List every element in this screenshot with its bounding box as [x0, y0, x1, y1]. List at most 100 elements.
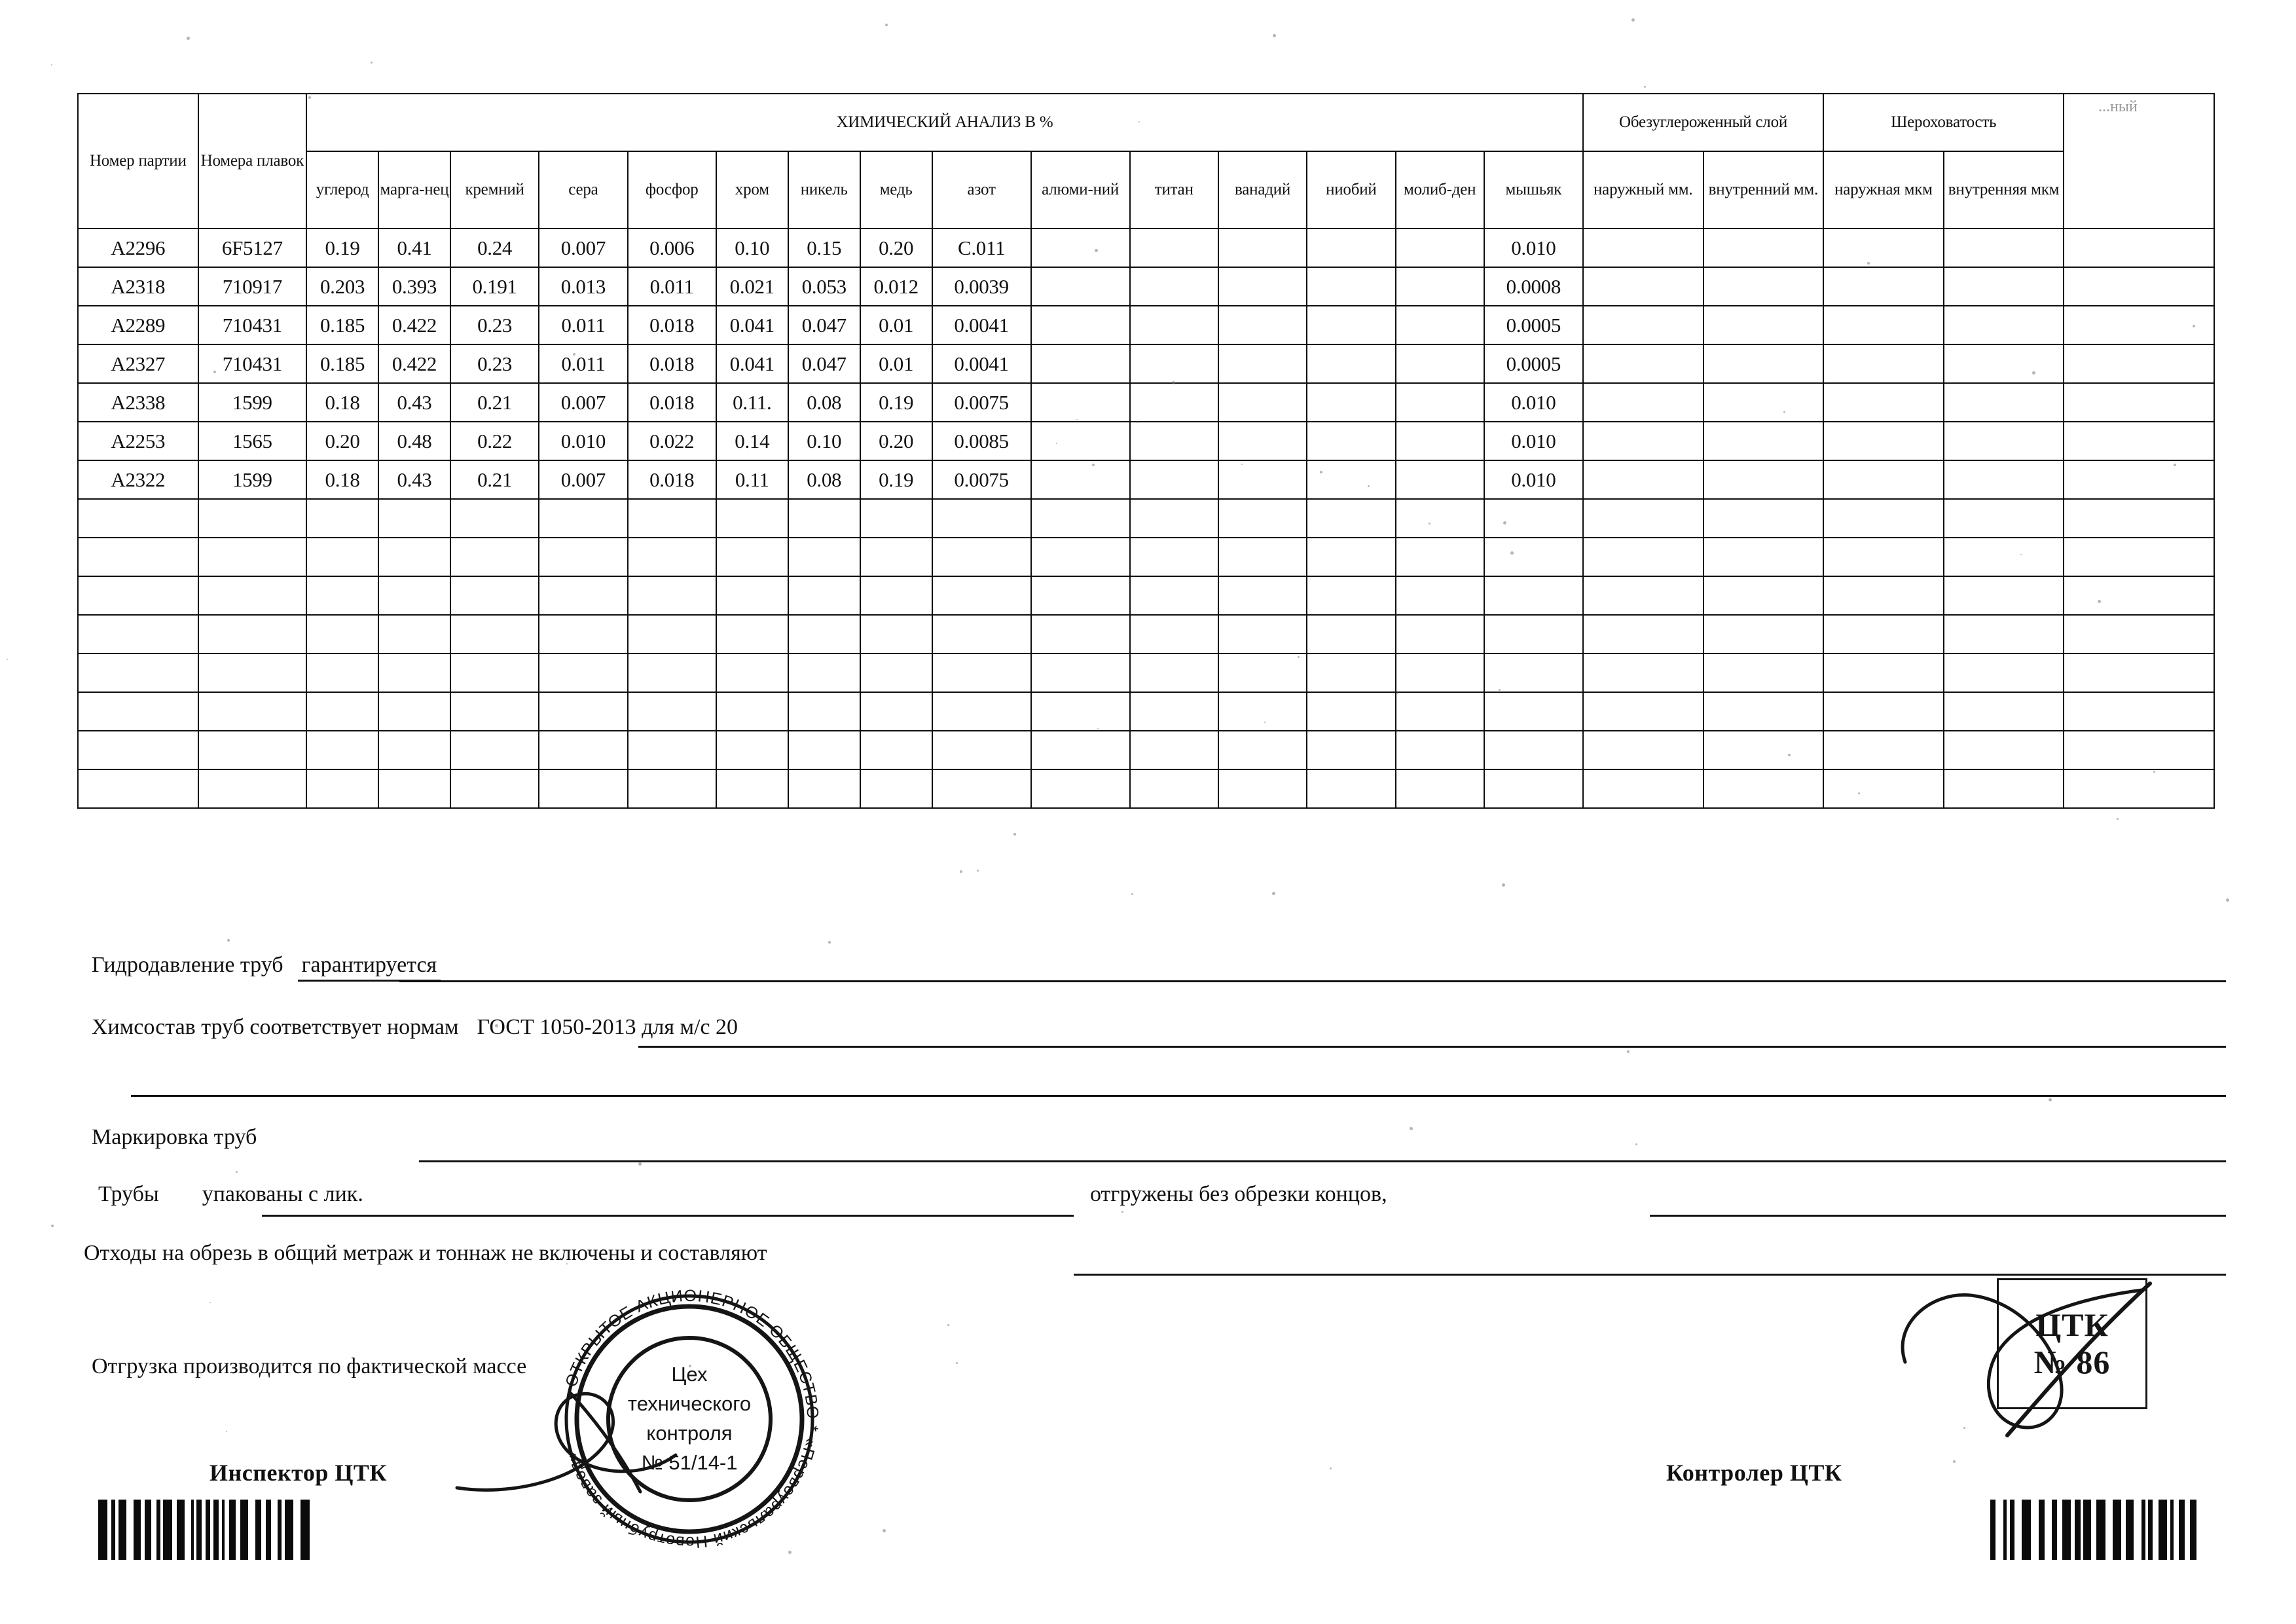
cell-p: [627, 653, 717, 693]
cell-al: [1030, 576, 1131, 616]
cell-nb: [1306, 653, 1396, 693]
scan-speckle: [1264, 722, 1266, 723]
scan-speckle: [236, 1171, 238, 1173]
cell-cr: 0.041: [715, 344, 789, 384]
cell-c: [306, 692, 380, 731]
cell-v: [1217, 576, 1308, 616]
cell-al: [1030, 653, 1131, 693]
barcode-bar: [196, 1500, 202, 1560]
cell-dec_out: [1582, 305, 1704, 345]
cell-ni: [787, 576, 861, 616]
cell-s: [538, 576, 629, 616]
scan-speckle: [883, 443, 885, 445]
cell-al: [1030, 460, 1131, 500]
cell-cr: 0.14: [715, 421, 789, 461]
table-row: А2338 1599 0.18 0.43 0.21 0.007 0.018 0.11. 0.08…: [77, 382, 2215, 422]
col-header-plavka: Номера плавок: [197, 93, 308, 229]
barcode-bar: [255, 1500, 261, 1560]
cell-mo: [1394, 460, 1485, 500]
cell-c: [306, 498, 380, 538]
barcode-bar: [2052, 1500, 2057, 1560]
hydro-pressure-value[interactable]: гарантируется: [297, 953, 441, 982]
cell-cu: [859, 692, 933, 731]
cell-mn: [378, 614, 451, 654]
cell-dec_in: [1702, 769, 1825, 809]
cell-dec_out: [1582, 228, 1704, 268]
scan-speckle: [1056, 443, 1057, 444]
scan-speckle: [1644, 86, 1646, 88]
table-row-empty: [77, 614, 2215, 654]
cell-mn: [378, 653, 451, 693]
cell-nb: [1306, 769, 1396, 809]
cell-cr: 0.041: [715, 305, 789, 345]
cell-c: [306, 653, 380, 693]
hydro-pressure-rule: [399, 980, 2226, 982]
chem-compliance-row: Химсостав труб соответствует нормам ГОСТ…: [92, 1015, 742, 1042]
cell-dec_in: [1702, 267, 1825, 306]
cell-as: 0.010: [1483, 382, 1584, 422]
cell-partiya: А2318: [77, 267, 199, 306]
cell-rgh_in: [1942, 267, 2065, 306]
cell-partiya: [77, 692, 199, 731]
cell-dec_in: [1702, 653, 1825, 693]
cell-p: 0.006: [627, 228, 717, 268]
group-header-last-faded: [2063, 93, 2215, 229]
cell-v: [1217, 614, 1308, 654]
cell-ni: 0.08: [787, 382, 861, 422]
controller-label: Контролер ЦТК: [1666, 1460, 1842, 1486]
cell-s: 0.010: [538, 421, 629, 461]
cell-cr: 0.11: [715, 460, 789, 500]
cell-partiya: А2296: [77, 228, 199, 268]
cell-n: [931, 653, 1032, 693]
cell-mn: 0.43: [378, 382, 451, 422]
cell-p: 0.011: [627, 267, 717, 306]
barcode-bar: [111, 1500, 115, 1560]
scan-speckle: [638, 1162, 642, 1166]
scan-speckle: [1503, 521, 1506, 525]
cell-s: [538, 614, 629, 654]
cell-n: 0.0075: [931, 382, 1032, 422]
barcode-bar: [2062, 1500, 2071, 1560]
cell-v: [1217, 267, 1308, 306]
cell-ni: [787, 614, 861, 654]
cell-cr: [715, 498, 789, 538]
cell-plavka: 710431: [197, 344, 308, 384]
cell-mo: [1394, 228, 1485, 268]
scan-speckle: [1867, 262, 1870, 265]
table-row: А2289 710431 0.185 0.422 0.23 0.011 0.018 0.041…: [77, 305, 2215, 345]
col-header-arsenic: мышьяк: [1483, 151, 1584, 229]
pipes-value[interactable]: упакованы с лик.: [202, 1182, 363, 1206]
cell-ni: [787, 730, 861, 770]
barcode-bar: [118, 1500, 126, 1560]
scan-speckle: [213, 371, 216, 373]
cell-dec_in: [1702, 382, 1825, 422]
cell-plavka: 1599: [197, 460, 308, 500]
chem-compliance-value[interactable]: ГОСТ 1050-2013 для м/с 20: [477, 1015, 738, 1039]
cell-al: [1030, 498, 1131, 538]
cell-v: [1217, 421, 1308, 461]
cell-v: [1217, 344, 1308, 384]
table-row-empty: [77, 537, 2215, 577]
cell-cu: [859, 537, 933, 577]
cell-ni: [787, 537, 861, 577]
shipment-note-label: Отгрузка производится по фактической мас…: [92, 1354, 527, 1378]
cell-s: 0.011: [538, 305, 629, 345]
cell-n: 0.0041: [931, 344, 1032, 384]
cell-c: [306, 614, 380, 654]
cell-plavka: [197, 576, 308, 616]
cell-plavka: [197, 614, 308, 654]
cell-dec_out: [1582, 344, 1704, 384]
cell-dec_in: [1702, 576, 1825, 616]
cell-rgh_in: [1942, 653, 2065, 693]
scan-speckle: [227, 939, 230, 942]
scan-speckle: [885, 24, 888, 26]
scan-speckle: [956, 1362, 958, 1364]
cell-rgh_out: [1823, 576, 1944, 616]
cell-si: 0.23: [449, 344, 540, 384]
cell-rgh_out: [1823, 344, 1944, 384]
cell-si: 0.21: [449, 382, 540, 422]
cell-last: [2063, 614, 2215, 654]
cell-al: [1030, 382, 1131, 422]
cell-cr: 0.10: [715, 228, 789, 268]
cell-p: [627, 614, 717, 654]
